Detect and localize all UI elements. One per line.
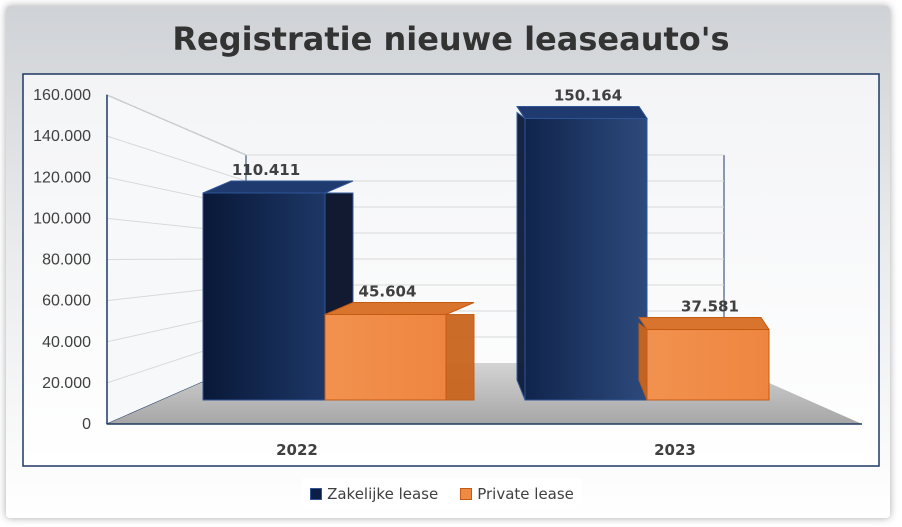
y-tick-label: 160.000 <box>33 87 91 104</box>
bar-zakelijke-2023-top <box>516 105 648 119</box>
bar-private-2022 <box>324 313 447 401</box>
y-tick-label: 140.000 <box>33 128 91 145</box>
legend: Zakelijke lease Private lease <box>302 478 582 510</box>
data-label: 37.581 <box>681 298 739 316</box>
x-category-label: 2022 <box>276 441 318 459</box>
y-tick-label: 80.000 <box>42 252 91 269</box>
bar-private-2023 <box>646 329 770 401</box>
legend-label-zakelijke: Zakelijke lease <box>327 485 439 503</box>
data-label: 150.164 <box>554 86 622 104</box>
y-tick-label: 60.000 <box>42 293 91 310</box>
legend-item-zakelijke: Zakelijke lease <box>310 485 438 503</box>
legend-swatch-private <box>460 488 473 500</box>
y-tick-label: 120.000 <box>33 169 91 186</box>
bar-zakelijke-2022 <box>202 192 326 401</box>
bar-zakelijke-2023-side <box>516 111 526 401</box>
legend-label-private: Private lease <box>477 485 574 503</box>
y-tick-label: 100.000 <box>33 210 91 227</box>
y-tick-label: 20.000 <box>42 375 91 392</box>
chart-title: Registratie nieuwe leaseauto's <box>172 20 730 58</box>
y-tick-label: 0 <box>82 416 91 433</box>
bar-zakelijke-2023 <box>524 117 648 401</box>
data-label: 45.604 <box>359 282 417 300</box>
data-label: 110.411 <box>232 161 300 179</box>
x-category-label: 2023 <box>654 441 696 459</box>
legend-item-private: Private lease <box>460 485 574 503</box>
y-tick-label: 40.000 <box>42 334 91 351</box>
bar-private-2022-side <box>445 313 475 401</box>
legend-swatch-zakelijke <box>310 488 323 500</box>
bar-private-2023-top <box>638 317 770 331</box>
